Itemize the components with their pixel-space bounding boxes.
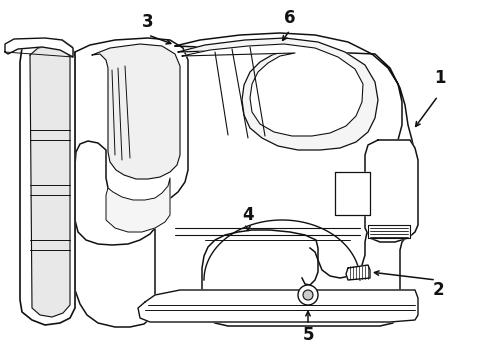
Polygon shape — [75, 38, 188, 327]
Text: 2: 2 — [432, 281, 444, 299]
Polygon shape — [178, 38, 378, 150]
Text: 1: 1 — [434, 69, 446, 87]
Polygon shape — [20, 39, 75, 325]
Circle shape — [303, 290, 313, 300]
Polygon shape — [138, 290, 418, 322]
Polygon shape — [92, 44, 180, 179]
Text: 5: 5 — [302, 326, 314, 344]
Text: 4: 4 — [242, 206, 254, 224]
Polygon shape — [175, 33, 415, 326]
Polygon shape — [346, 265, 370, 280]
Polygon shape — [106, 178, 170, 232]
Polygon shape — [30, 46, 70, 317]
Polygon shape — [335, 172, 370, 215]
Circle shape — [298, 285, 318, 305]
Polygon shape — [5, 38, 73, 57]
Polygon shape — [368, 225, 410, 238]
Text: 3: 3 — [142, 13, 154, 31]
Text: 6: 6 — [284, 9, 296, 27]
Polygon shape — [182, 44, 363, 136]
Polygon shape — [365, 140, 418, 242]
